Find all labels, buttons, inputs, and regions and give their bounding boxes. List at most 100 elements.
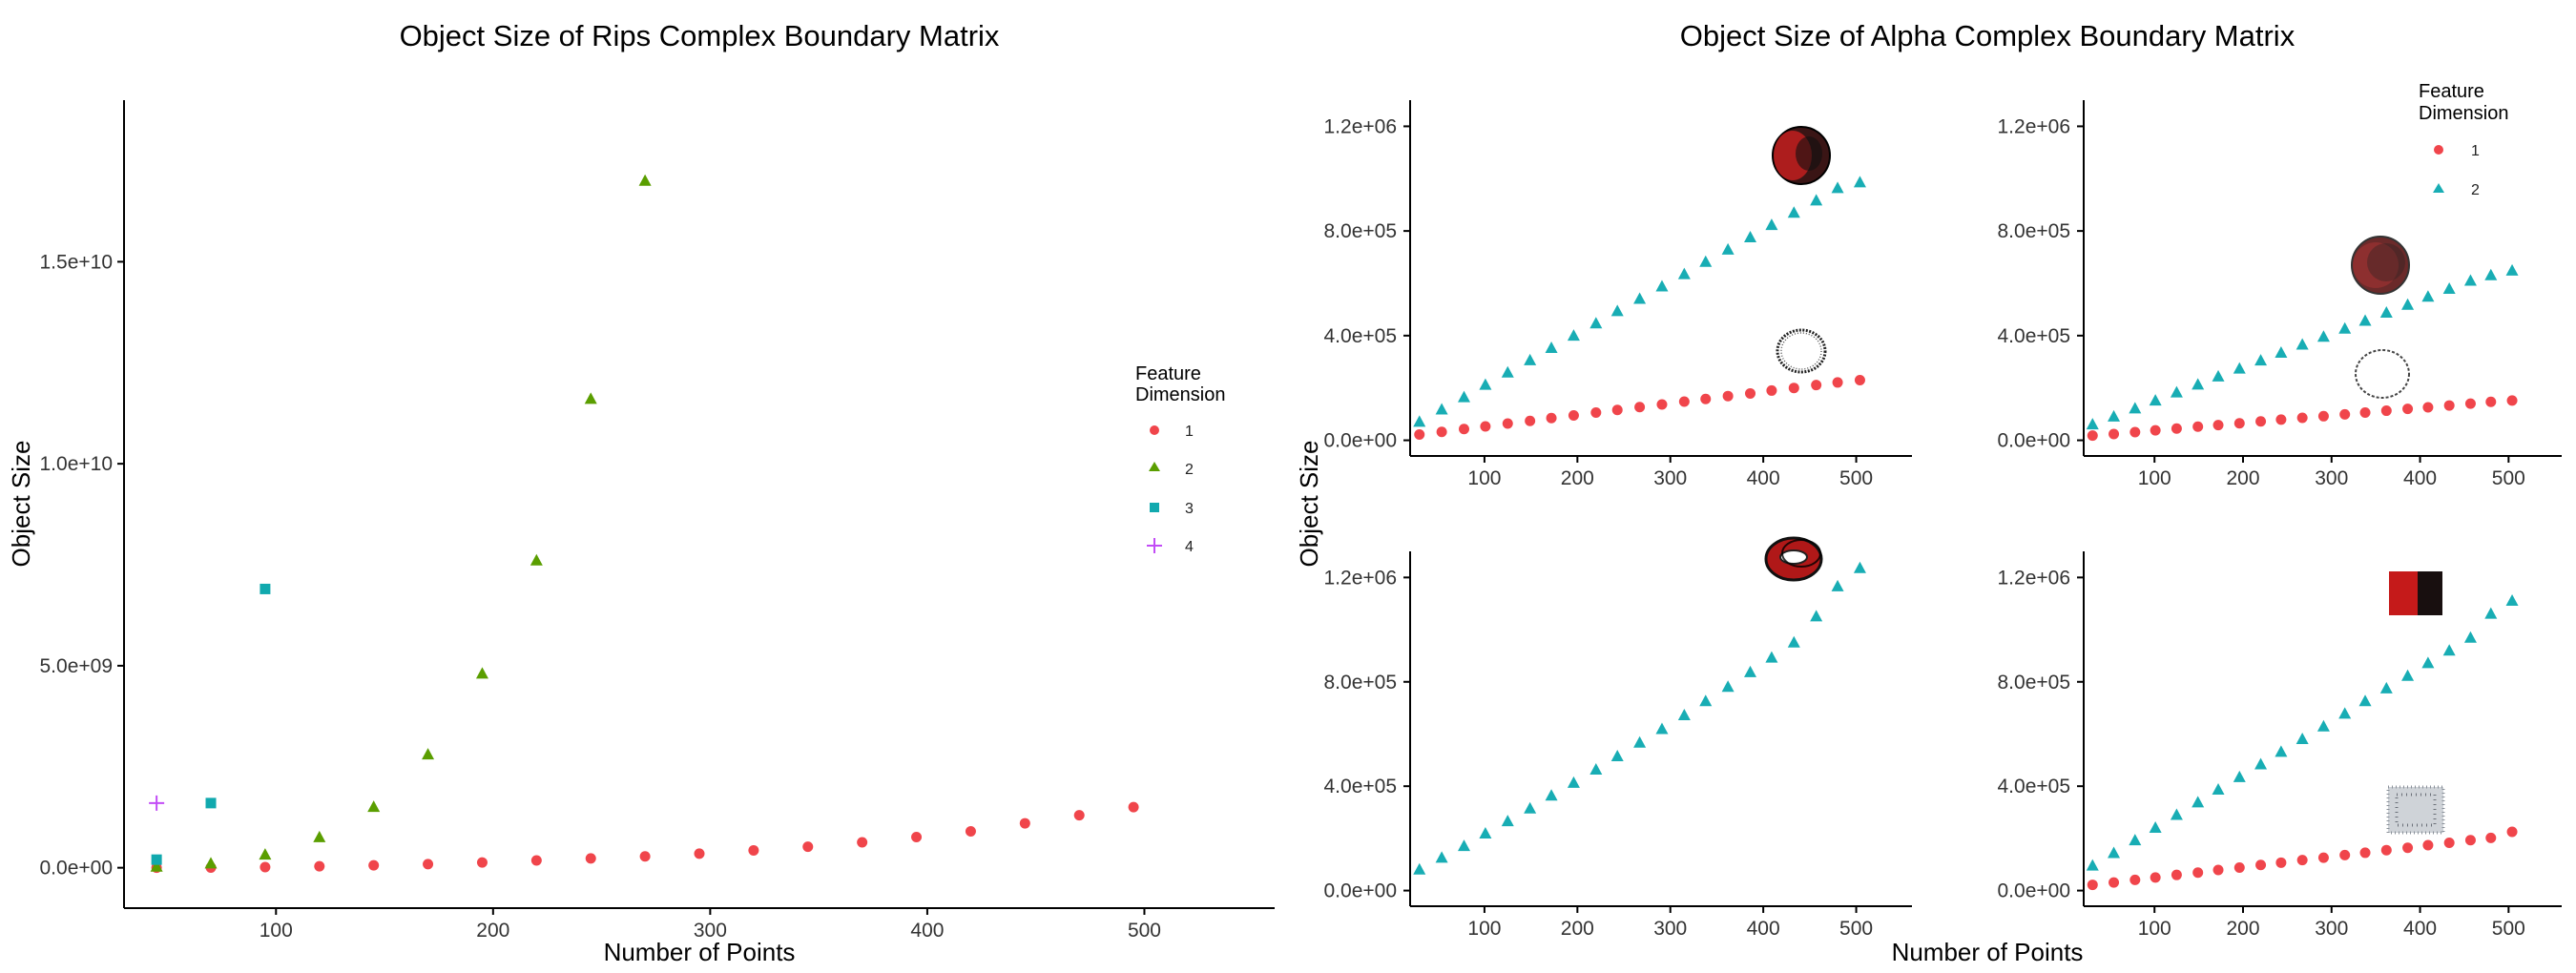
y-tick-label: 1.2e+06 [1324, 567, 1398, 589]
data-point-dim2 [2379, 681, 2393, 694]
data-point-dim2 [2296, 338, 2309, 350]
x-tick-label: 500 [2492, 918, 2525, 940]
y-tick-label: 1.0e+10 [40, 453, 114, 475]
data-point-dim2 [1479, 378, 1492, 390]
legend-title-line1: Feature [1135, 363, 1201, 384]
data-point-dim2 [367, 800, 381, 813]
x-tick-label: 200 [1561, 467, 1594, 489]
data-point-dim2 [2192, 796, 2205, 808]
data-point-dim1 [694, 848, 705, 859]
data-point-dim1 [1590, 406, 1602, 418]
data-point-dim2 [1831, 181, 1844, 194]
x-tick-label: 400 [1747, 467, 1780, 489]
data-point-dim1 [2422, 402, 2434, 413]
y-tick-label: 1.2e+06 [1998, 115, 2071, 137]
data-point-dim1 [2192, 867, 2204, 879]
x-axis-title-rips: Number of Points [604, 938, 796, 966]
data-point-dim2 [1853, 176, 1866, 188]
data-point-dim1 [1634, 402, 1646, 413]
data-point-dim2 [2275, 745, 2288, 757]
data-point-dim1 [314, 860, 325, 872]
data-point-dim1 [2129, 426, 2141, 438]
plot-panel-top-right: 100 200 300 400 500 0.0e+00 4.0e+05 8.0e+05 1.2e… [1998, 100, 2562, 489]
data-point-dim1 [1678, 396, 1690, 407]
data-point-dim2 [2338, 707, 2352, 719]
x-tick-label: 400 [910, 920, 944, 942]
x-axis-title-alpha: Number of Points [1892, 938, 2084, 966]
data-point-dim2 [2149, 394, 2162, 406]
data-point-dim1 [2422, 839, 2434, 851]
data-point-dim2 [1545, 789, 1558, 801]
data-point-dim1 [2317, 410, 2329, 422]
y-tick-label: 8.0e+05 [1998, 220, 2071, 242]
data-point-dim2 [1589, 762, 1603, 775]
data-point-dim2 [313, 830, 326, 842]
data-point-dim2 [1677, 267, 1691, 279]
data-point-dim1 [1722, 390, 1734, 402]
x-tick-label: 300 [1653, 467, 1687, 489]
data-point-dim2 [1633, 292, 1647, 304]
torus-3d-cloud-icon [1764, 536, 1823, 582]
data-point-dim2 [2338, 321, 2352, 334]
data-point-dim1 [2275, 414, 2287, 425]
data-point-dim2 [1413, 415, 1426, 427]
data-point-dim1 [2380, 844, 2392, 856]
x-tick-label: 400 [2403, 467, 2437, 489]
data-point-dim2 [1655, 722, 1669, 735]
legend-label-dim1: 1 [2471, 143, 2480, 159]
data-point-dim1 [1656, 399, 1668, 410]
legend-marker-dim1 [1150, 425, 1159, 435]
data-point-dim2 [2254, 757, 2268, 770]
y-tick-label: 0.0e+00 [1324, 880, 1398, 902]
data-point-dim2 [2129, 402, 2142, 414]
x-tick-label: 200 [2226, 918, 2259, 940]
legend-label-dim3: 3 [1185, 501, 1194, 517]
data-point-dim1 [1811, 380, 1822, 391]
data-point-dim2 [2254, 354, 2268, 366]
legend-marker-dim3 [1150, 503, 1159, 512]
data-point-dim2 [1435, 403, 1448, 415]
x-tick-label: 500 [1839, 467, 1873, 489]
data-point-dim1 [1788, 383, 1799, 394]
data-point-dim1 [1546, 412, 1557, 424]
y-tick-label: 0.0e+00 [1998, 880, 2071, 902]
data-point-dim1 [2380, 405, 2392, 417]
data-point-dim1 [2109, 877, 2120, 888]
data-point-dim1 [2339, 408, 2351, 420]
data-point-dim1 [2296, 412, 2308, 424]
data-point-dim2 [1435, 851, 1448, 863]
data-point-dim4 [149, 795, 165, 811]
data-point-dim1 [1414, 429, 1425, 441]
data-point-dim2 [2086, 859, 2099, 871]
data-point-dim1 [2402, 404, 2414, 415]
data-point-dim1 [260, 861, 271, 873]
data-point-dim2 [2233, 362, 2246, 374]
y-tick-label: 0.0e+00 [1998, 430, 2071, 452]
data-point-dim1 [2443, 400, 2455, 411]
y-tick-label: 8.0e+05 [1998, 672, 2071, 694]
y-tick-label: 4.0e+05 [1998, 776, 2071, 797]
data-point-dim2 [2212, 783, 2225, 796]
cube-cloud-icon [2389, 571, 2442, 615]
data-point-dim2 [1610, 749, 1624, 761]
data-point-dim2 [204, 857, 218, 869]
data-point-dim1 [2171, 869, 2182, 880]
plot-panel-bottom-right: 100 200 300 400 500 0.0e+00 4.0e+05 8.0e+05 1.2e… [1998, 551, 2562, 940]
y-tick-label: 5.0e+09 [40, 655, 114, 677]
data-point-dim1 [2317, 852, 2329, 863]
data-point-dim1 [2233, 418, 2245, 429]
data-point-dim2 [2108, 409, 2121, 422]
legend-rips: Feature Dimension 1 2 3 4 [1135, 363, 1225, 555]
data-point-dim2 [2086, 418, 2099, 430]
y-axis-title-alpha: Object Size [1295, 441, 1323, 568]
legend-alpha: Feature Dimension 1 2 [2419, 81, 2508, 198]
data-point-dim2 [1831, 579, 1844, 591]
data-point-dim1 [1480, 421, 1491, 432]
data-point-dim3 [205, 797, 217, 809]
data-point-dim2 [1765, 651, 1778, 663]
data-point-dim2 [475, 667, 488, 679]
data-point-dim2 [2463, 274, 2477, 286]
data-point-dim2 [2192, 378, 2205, 390]
data-point-dim1 [1073, 810, 1085, 821]
data-point-dim1 [1745, 387, 1756, 399]
